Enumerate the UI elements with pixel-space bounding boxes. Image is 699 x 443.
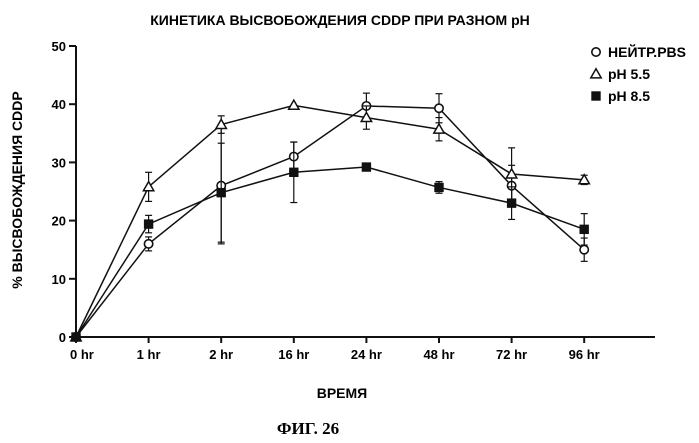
chart-title: КИНЕТИКА ВЫСВОБОЖДЕНИЯ CDDP ПРИ РАЗНОМ p…: [150, 12, 530, 28]
legend-item: pH 5.5: [589, 66, 650, 82]
series-layer: [69, 92, 591, 342]
data-point: [143, 238, 154, 249]
x-tick-label: 2 hr: [209, 347, 233, 362]
y-tick-label: 20: [52, 214, 66, 229]
x-tick-label: 72 hr: [496, 347, 527, 362]
data-point: [505, 167, 519, 179]
x-tick-label: 48 hr: [423, 347, 454, 362]
data-point: [577, 173, 591, 185]
data-point: [361, 162, 372, 172]
series-1: [71, 92, 590, 342]
data-point: [432, 122, 446, 134]
x-axis-ticks: 0 hr 1 hr 2 hr 16 hr 24 hr 48 hr 72 hr 96 hr: [70, 337, 600, 362]
y-tick-label: 40: [52, 97, 66, 112]
legend-item: pH 8.5: [591, 88, 650, 104]
series-3: [71, 141, 589, 342]
x-axis-label: ВРЕМЯ: [317, 385, 368, 401]
data-point: [434, 182, 444, 193]
data-point: [506, 198, 517, 208]
y-tick-label: 50: [52, 39, 66, 54]
series-line: [75, 166, 585, 338]
data-point: [287, 98, 301, 111]
data-point: [214, 117, 228, 130]
x-tick-label: 0 hr: [70, 347, 94, 362]
data-point: [579, 224, 589, 235]
y-tick-label: 30: [52, 155, 66, 170]
y-axis-label: % ВЫСВОБОЖДЕНИЯ CDDP: [9, 91, 25, 288]
data-point: [216, 187, 226, 198]
series-line: [75, 104, 585, 338]
series-line: [75, 105, 585, 338]
legend: НЕЙТР.PBS pH 5.5 pH 8.5: [589, 43, 686, 104]
y-axis-ticks: 0 10 20 30 40 50: [52, 39, 76, 345]
y-tick-label: 10: [52, 272, 66, 287]
figure-caption: ФИГ. 26: [277, 419, 339, 438]
data-point: [359, 110, 373, 123]
data-point: [433, 103, 444, 114]
legend-marker: [591, 91, 601, 101]
legend-label: НЕЙТР.PBS: [608, 43, 686, 60]
legend-marker: [590, 46, 601, 57]
x-tick-label: 24 hr: [351, 347, 382, 362]
data-point: [579, 244, 590, 255]
legend-label: pH 5.5: [608, 66, 650, 82]
data-point: [289, 167, 299, 177]
data-point: [143, 219, 154, 229]
data-point: [71, 332, 81, 342]
y-tick-label: 0: [59, 330, 66, 345]
axes: [75, 46, 655, 338]
data-point: [142, 180, 156, 192]
legend-item: НЕЙТР.PBS: [590, 43, 686, 60]
legend-label: pH 8.5: [608, 88, 650, 104]
x-tick-label: 16 hr: [278, 347, 309, 362]
x-tick-label: 1 hr: [137, 347, 161, 362]
legend-marker: [589, 67, 603, 79]
x-tick-label: 96 hr: [569, 347, 600, 362]
series-2: [69, 98, 591, 342]
